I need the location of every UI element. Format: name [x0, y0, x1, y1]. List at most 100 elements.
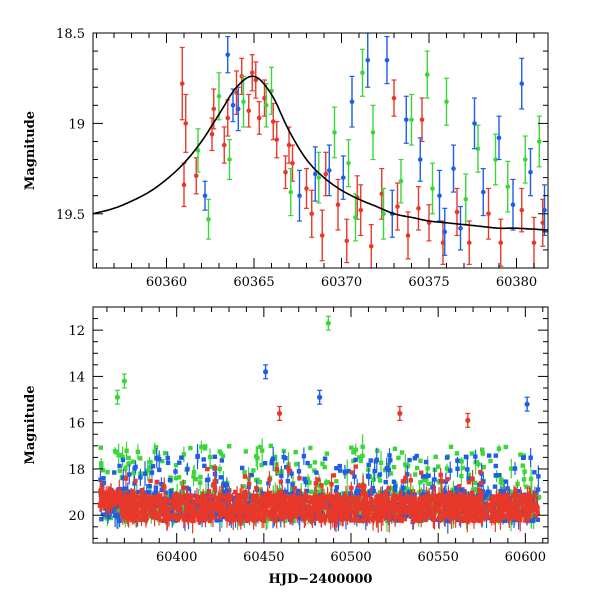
data-point [426, 204, 432, 242]
data-point [130, 503, 135, 509]
data-point [376, 505, 381, 510]
data-point [162, 510, 167, 515]
data-point [243, 499, 248, 504]
data-point [337, 463, 342, 469]
data-point [151, 494, 157, 500]
data-point [164, 510, 169, 515]
data-point [464, 497, 470, 502]
data-point [359, 491, 365, 497]
data-point [321, 505, 327, 510]
data-point [157, 467, 162, 473]
data-point [450, 487, 455, 492]
data-point [139, 511, 144, 516]
data-point [235, 86, 241, 132]
data-point [134, 494, 139, 500]
data-point [470, 476, 475, 481]
data-point [297, 515, 302, 521]
data-point [405, 472, 410, 477]
data-point [136, 489, 141, 495]
data-point [384, 518, 390, 524]
data-point [123, 486, 128, 491]
data-point [337, 468, 343, 473]
data-point [380, 496, 385, 502]
data-point [503, 514, 509, 519]
data-point [465, 412, 471, 428]
data-point [168, 494, 174, 499]
data-point [418, 516, 424, 522]
data-point [203, 512, 208, 518]
data-point [193, 157, 199, 195]
data-point [173, 469, 178, 474]
data-point [518, 452, 523, 457]
data-point [395, 518, 400, 523]
data-point [215, 495, 221, 501]
data-point [223, 498, 229, 504]
data-point [397, 513, 402, 518]
data-point [473, 454, 478, 459]
data-point [519, 187, 525, 233]
data-point [446, 492, 451, 498]
data-point [405, 487, 410, 492]
data-point [482, 495, 487, 500]
data-point [311, 497, 316, 503]
data-point [390, 497, 395, 502]
data-point [365, 33, 371, 88]
data-point [365, 510, 370, 516]
data-point [296, 469, 302, 474]
data-point [425, 466, 430, 471]
data-point [175, 494, 181, 499]
data-point [367, 507, 373, 512]
data-point [439, 493, 444, 499]
data-point [505, 493, 510, 499]
data-point [313, 481, 319, 486]
data-point [360, 444, 365, 449]
data-point [282, 513, 287, 518]
data-point [123, 476, 129, 481]
data-point [512, 466, 518, 471]
data-point [292, 514, 298, 519]
data-point [481, 479, 486, 484]
data-point [290, 144, 295, 182]
data-point [325, 479, 330, 485]
data-point [260, 517, 266, 523]
data-point [235, 495, 240, 500]
data-point [423, 514, 429, 519]
data-point [225, 99, 231, 137]
data-point [481, 464, 486, 470]
data-point [493, 133, 498, 186]
data-point [472, 97, 477, 150]
data-point [386, 467, 391, 472]
data-point [528, 494, 533, 500]
data-point [402, 489, 407, 494]
data-point [520, 506, 526, 512]
data-point [326, 144, 332, 197]
data-point [105, 501, 110, 506]
data-point [202, 463, 207, 469]
data-point [279, 505, 284, 511]
data-point [148, 478, 153, 484]
data-point [523, 505, 528, 510]
data-point [165, 493, 171, 499]
data-point [520, 463, 525, 468]
data-point [496, 499, 501, 504]
data-point [217, 449, 222, 454]
data-point [260, 496, 266, 501]
data-point [284, 464, 289, 470]
data-point [257, 480, 262, 485]
data-point [285, 478, 291, 484]
data-point [507, 500, 513, 505]
data-point [444, 455, 450, 460]
data-point [251, 493, 256, 498]
data-point [257, 508, 263, 513]
data-point [284, 510, 290, 516]
data-point [197, 480, 203, 485]
data-point [160, 518, 165, 523]
data-point [363, 515, 368, 520]
data-point [123, 466, 128, 471]
data-point [486, 514, 491, 520]
data-point [347, 510, 353, 515]
data-point [443, 494, 449, 499]
data-point [353, 457, 358, 463]
data-point [501, 501, 506, 506]
data-point [235, 501, 241, 506]
